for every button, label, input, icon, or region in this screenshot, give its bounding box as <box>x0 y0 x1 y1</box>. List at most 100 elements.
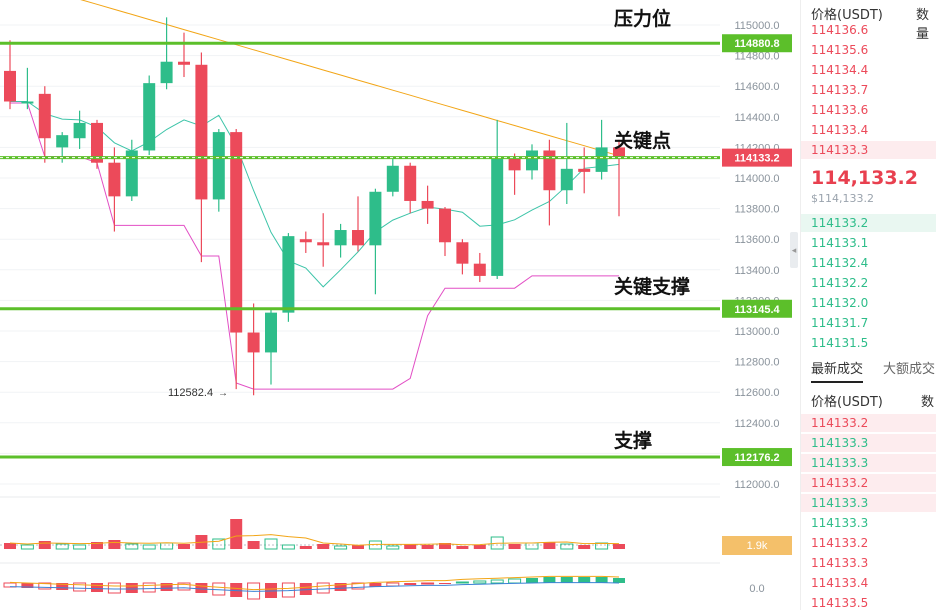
candle-body <box>578 168 591 172</box>
candle-body <box>230 132 243 333</box>
trade-row[interactable]: 114133.3 <box>811 436 869 450</box>
level-tag-bg <box>722 148 792 167</box>
trade-row[interactable]: 114133.3 <box>811 556 869 570</box>
macd-bar <box>490 579 504 584</box>
trade-row[interactable]: 114133.2 <box>811 536 869 550</box>
ask-row[interactable]: 114136.6 <box>811 23 869 37</box>
trade-row[interactable]: 114133.4 <box>811 576 869 590</box>
macd-bar <box>543 577 556 583</box>
volume-bar <box>108 540 121 549</box>
volume-bar <box>317 544 330 549</box>
bid-row[interactable]: 114133.1 <box>811 236 869 250</box>
ask-row[interactable]: 114134.4 <box>811 63 869 77</box>
volume-bar <box>125 543 139 550</box>
volume-bar <box>20 544 34 550</box>
volume-bar <box>386 545 400 550</box>
annotation-resistance: 压力位 <box>614 8 672 30</box>
volume-bar <box>404 544 417 549</box>
macd-bar <box>142 582 156 593</box>
volume-bar <box>73 544 87 550</box>
tab-latest-trades[interactable]: 最新成交 <box>811 362 864 383</box>
volume-bar <box>352 545 364 549</box>
candle-body <box>4 70 16 102</box>
volume-tag: 1.9k <box>747 540 768 552</box>
level-tag-bg <box>722 34 792 53</box>
macd-bar <box>595 577 608 583</box>
macd-bar <box>334 583 347 591</box>
candle-body <box>317 242 330 246</box>
low-marker-arrow-icon: → <box>218 388 228 399</box>
tab-large-trades[interactable]: 大额成交 <box>883 362 936 377</box>
trade-row[interactable]: 114133.2 <box>811 476 869 490</box>
trade-row[interactable]: 114133.3 <box>811 496 869 510</box>
ma-long-line <box>80 0 620 157</box>
macd-bar <box>473 580 487 584</box>
depth-bar <box>801 141 936 159</box>
volume-bar <box>230 519 243 549</box>
candle-body <box>265 312 277 353</box>
macd-bar <box>316 582 330 594</box>
ask-row[interactable]: 114133.3 <box>811 143 869 157</box>
macd-bar <box>455 581 469 584</box>
level-tags: 114880.8 114133.2 113145.4 112176.2 <box>722 34 792 467</box>
candle-body <box>473 263 486 276</box>
candle-body <box>369 191 382 246</box>
ask-row[interactable]: 114133.7 <box>811 83 869 97</box>
candle-body <box>73 122 86 139</box>
macd-bar <box>160 583 173 591</box>
candle-body <box>456 242 469 264</box>
candle-body <box>386 165 399 192</box>
price-axis-tick: 115000.0 <box>734 20 779 32</box>
candle-body <box>160 61 173 84</box>
macd-bar <box>195 583 208 593</box>
ask-row[interactable]: 114133.4 <box>811 123 869 137</box>
panel-collapse-icon[interactable]: ◂ <box>790 232 798 268</box>
volume-bar <box>38 541 51 549</box>
candle-body <box>143 83 156 151</box>
volume-bar <box>560 543 574 550</box>
macd-bar <box>21 583 34 588</box>
bid-row[interactable]: 114132.4 <box>811 256 869 270</box>
trade-row[interactable]: 114133.5 <box>811 596 869 610</box>
ask-row[interactable]: 114135.6 <box>811 43 869 57</box>
ask-row[interactable]: 114133.6 <box>811 103 869 117</box>
level-tag: 114880.8 <box>734 38 779 50</box>
candle-body <box>613 147 625 158</box>
volume-ma-line <box>9 534 620 546</box>
bid-row[interactable]: 114132.2 <box>811 276 869 290</box>
macd-bar <box>369 583 382 587</box>
candle-body <box>352 230 364 246</box>
macd-bar <box>299 583 312 595</box>
macd-histogram <box>3 575 625 600</box>
bid-row[interactable]: 114132.0 <box>811 296 869 310</box>
volume-bars <box>4 519 625 550</box>
macd-bar <box>212 582 226 596</box>
bid-row[interactable]: 114133.2 <box>811 216 869 230</box>
candle-body <box>282 236 295 313</box>
candle-body <box>56 135 69 148</box>
candle-body <box>439 208 451 243</box>
volume-bar <box>473 545 486 549</box>
candle-body <box>178 61 190 65</box>
trades-price-header: 价格(USDT) <box>811 395 883 410</box>
trade-row[interactable]: 114133.2 <box>811 416 869 430</box>
macd-bar <box>439 583 451 584</box>
volume-bar <box>578 545 591 549</box>
trade-row[interactable]: 114133.3 <box>811 516 869 530</box>
bid-row[interactable]: 114131.5 <box>811 336 869 350</box>
price-axis-tick: 113000.0 <box>734 326 779 338</box>
candle-body <box>91 122 103 163</box>
annotation-key-support: 关键支撑 <box>614 276 691 298</box>
candle-body <box>334 230 347 246</box>
trade-row[interactable]: 114133.3 <box>811 456 869 470</box>
price-axis-tick: 112600.0 <box>734 387 779 399</box>
level-lines <box>0 41 720 459</box>
price-axis-tick: 114600.0 <box>734 81 779 93</box>
volume-bar <box>613 544 625 549</box>
macd-dif-line <box>9 575 620 591</box>
bid-row[interactable]: 114131.7 <box>811 316 869 330</box>
volume-bar <box>281 544 295 550</box>
candle-body <box>543 150 556 191</box>
price-axis-tick: 114000.0 <box>734 173 779 185</box>
